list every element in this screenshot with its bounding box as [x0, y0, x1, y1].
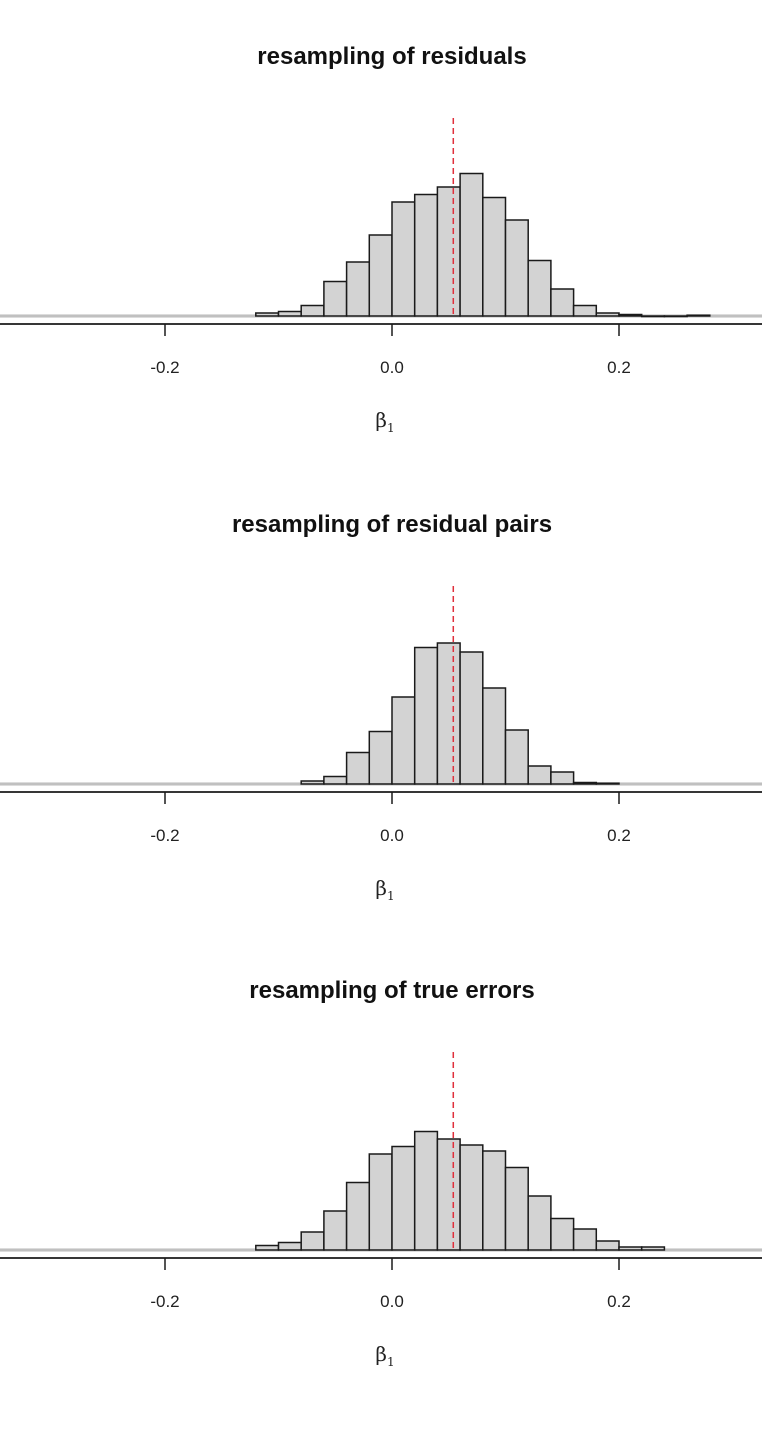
histogram-bar — [368, 1153, 393, 1251]
histogram-bar — [323, 1210, 348, 1251]
histogram-bar — [550, 288, 575, 317]
histogram-bar — [368, 234, 393, 317]
histogram-bar — [572, 1228, 598, 1251]
histogram-bar — [595, 312, 620, 317]
histogram-bar — [345, 751, 371, 785]
histogram-bar — [482, 196, 507, 317]
histogram-bar — [504, 1166, 529, 1251]
histogram-bar — [527, 259, 552, 317]
histogram-bar — [436, 186, 461, 317]
histogram-bar — [527, 765, 552, 785]
histogram-bar — [663, 315, 688, 318]
histogram-bar — [686, 314, 711, 317]
histogram-bar — [323, 280, 348, 317]
histogram-bar — [391, 201, 416, 317]
x-tick-label: 0.0 — [380, 1292, 404, 1311]
histogram-bar — [482, 1150, 507, 1251]
histogram-bar — [345, 1181, 371, 1251]
histogram-bar — [459, 1144, 484, 1251]
chart-title: resampling of true errors — [249, 977, 534, 1004]
histogram-bar — [436, 642, 461, 785]
x-axis-label: β1 — [375, 408, 394, 435]
histogram-bar — [595, 782, 620, 785]
histogram-bar — [300, 780, 325, 785]
histogram-bar — [459, 172, 484, 317]
histogram-bar — [482, 687, 507, 785]
histogram-bar — [459, 651, 484, 785]
histogram-bar — [504, 219, 529, 317]
histogram-bar — [413, 1130, 439, 1251]
histogram-panel-residual-pairs: resampling of residual pairs -0.2 0.0 0.2 β1 — [0, 468, 762, 938]
histogram-bar — [618, 313, 643, 317]
histogram-chart: resampling of residuals -0.2 0.0 0.2 β1 — [0, 43, 762, 435]
histogram-bar — [527, 1195, 552, 1251]
histogram-bar — [504, 729, 529, 785]
x-tick-label: -0.2 — [150, 826, 179, 845]
x-axis-label-symbol: β — [375, 1342, 387, 1366]
x-axis-label: β1 — [375, 876, 394, 903]
x-tick-label: -0.2 — [150, 358, 179, 377]
bars-group — [255, 1130, 666, 1251]
histogram-bar — [413, 646, 439, 785]
histogram-panel-true-errors: resampling of true errors -0.2 0.0 0.2 β1 — [0, 934, 762, 1404]
x-axis-label-symbol: β — [375, 876, 387, 900]
x-tick-label: 0.2 — [607, 826, 631, 845]
histogram-bar — [550, 771, 575, 785]
histogram-bar — [413, 193, 439, 317]
histogram-bar — [391, 1145, 416, 1251]
bars-group — [255, 172, 711, 318]
histogram-bar — [277, 1241, 302, 1251]
histogram-bar — [345, 261, 371, 317]
histogram-bar — [640, 1246, 666, 1251]
histogram-chart: resampling of true errors -0.2 0.0 0.2 β1 — [0, 977, 762, 1369]
x-tick-label: 0.2 — [607, 358, 631, 377]
histogram-chart: resampling of residual pairs -0.2 0.0 0.2 β1 — [0, 511, 762, 903]
histogram-bar — [572, 304, 598, 317]
histogram-bar — [323, 775, 348, 785]
histogram-bar — [277, 310, 302, 317]
histogram-bar — [640, 315, 666, 318]
x-axis-label-subscript: 1 — [387, 889, 395, 903]
histogram-bar — [300, 304, 325, 317]
x-tick-label: -0.2 — [150, 1292, 179, 1311]
x-tick-label: 0.0 — [380, 826, 404, 845]
histogram-bar — [255, 1244, 280, 1251]
x-tick-label: 0.0 — [380, 358, 404, 377]
histogram-bar — [550, 1217, 575, 1251]
histogram-bar — [368, 730, 393, 785]
histogram-bar — [618, 1246, 643, 1251]
x-tick-label: 0.2 — [607, 1292, 631, 1311]
histogram-bar — [391, 696, 416, 785]
bars-group — [300, 642, 620, 785]
x-axis-label-subscript: 1 — [387, 1355, 395, 1369]
histogram-bar — [595, 1240, 620, 1251]
chart-title: resampling of residual pairs — [232, 511, 552, 538]
chart-title: resampling of residuals — [257, 43, 526, 70]
histogram-bar — [255, 312, 280, 317]
histogram-bar — [436, 1138, 461, 1251]
histogram-bar — [572, 781, 598, 785]
histogram-bar — [300, 1231, 325, 1251]
x-axis-label: β1 — [375, 1342, 394, 1369]
x-axis-label-symbol: β — [375, 408, 387, 432]
histogram-panel-residuals: resampling of residuals -0.2 0.0 0.2 β1 — [0, 0, 762, 470]
x-axis-label-subscript: 1 — [387, 421, 395, 435]
